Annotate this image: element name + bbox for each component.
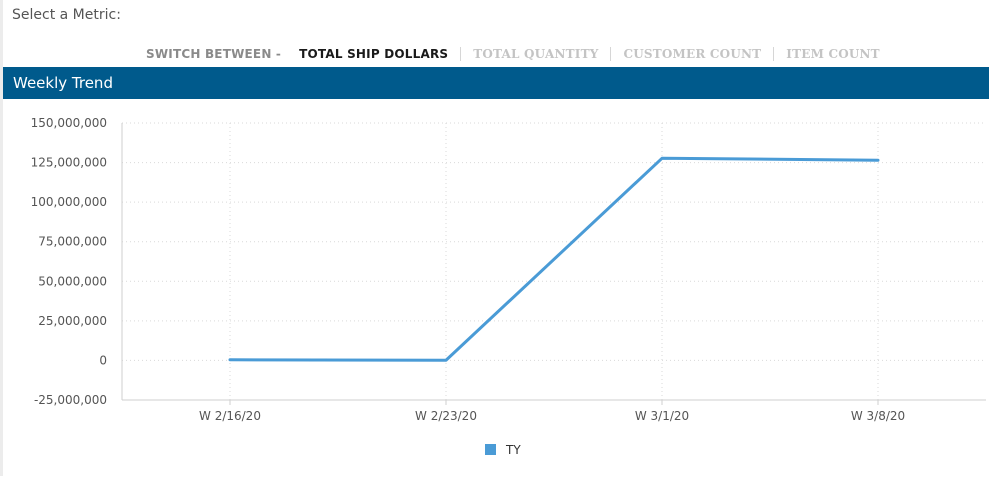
switcher-prefix: SWITCH BETWEEN - [146, 47, 282, 61]
y-tick-label: 100,000,000 [31, 195, 107, 209]
series-line-ty [228, 156, 880, 362]
panel-title: Weekly Trend [13, 74, 113, 92]
metric-option-total-quantity[interactable]: TOTAL QUANTITY [460, 47, 610, 61]
panel-header: Weekly Trend [3, 67, 989, 99]
metric-option-total-ship-dollars[interactable]: TOTAL SHIP DOLLARS [299, 47, 449, 61]
metric-switcher: SWITCH BETWEEN - TOTAL SHIP DOLLARS TOTA… [146, 44, 892, 64]
y-tick-label: 0 [99, 353, 107, 367]
y-tick-label: 50,000,000 [38, 274, 107, 288]
x-tick-label: W 3/8/20 [851, 409, 905, 423]
legend-label: TY [505, 443, 521, 457]
x-tick-label: W 3/1/20 [635, 409, 689, 423]
y-tick-label: 125,000,000 [31, 156, 107, 170]
y-tick-label: -25,000,000 [34, 393, 107, 407]
y-tick-label: 25,000,000 [38, 314, 107, 328]
weekly-trend-chart: -25,000,000 0 25,000,000 50,000,000 75,000,0… [31, 116, 986, 457]
chart-area: -25,000,000 0 25,000,000 50,000,000 75,000,0… [3, 99, 989, 476]
left-edge [0, 0, 3, 476]
y-tick-label: 75,000,000 [38, 235, 107, 249]
legend-swatch [485, 444, 496, 455]
metric-prompt: Select a Metric: [12, 7, 121, 23]
metric-option-customer-count[interactable]: CUSTOMER COUNT [610, 47, 773, 61]
y-tick-label: 150,000,000 [31, 116, 107, 130]
x-tick-label: W 2/23/20 [415, 409, 477, 423]
metric-option-item-count[interactable]: ITEM COUNT [773, 47, 892, 61]
x-tick-label: W 2/16/20 [199, 409, 261, 423]
